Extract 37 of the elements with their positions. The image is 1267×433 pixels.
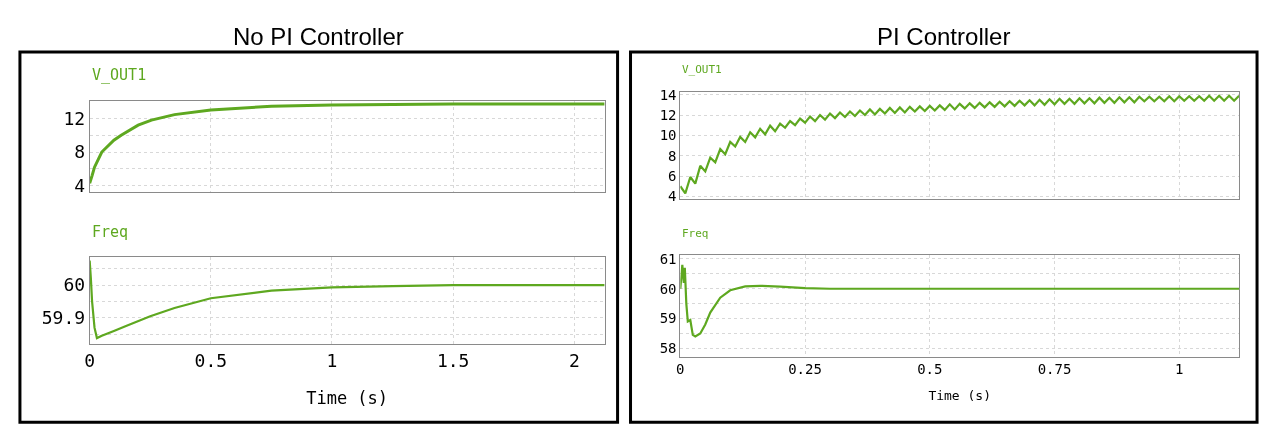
line-series [680, 263, 1240, 338]
y-tick-label: 14 [659, 86, 677, 103]
x-axis-title: Time (s) [928, 388, 992, 404]
x-tick-label: 0 [676, 361, 685, 378]
x-tick-label: 0.25 [788, 361, 822, 378]
y-tick-label: 61 [659, 250, 677, 267]
x-tick-label: 0.5 [194, 349, 228, 371]
text: V_OUT1 [682, 63, 722, 76]
y-tick-label: 4 [74, 175, 86, 196]
series-label: Freq [92, 223, 129, 241]
line-series [680, 94, 1240, 195]
y-tick-label: 8 [668, 147, 677, 164]
text: Freq [682, 227, 709, 240]
chart-title: PI Controller [877, 23, 1011, 50]
y-tick-label: 6 [668, 167, 677, 184]
y-tick-label: 59.9 [41, 307, 86, 329]
y-tick-label: 4 [668, 188, 677, 205]
x-tick-label: 1 [326, 349, 338, 371]
x-tick-label: 0 [84, 349, 96, 371]
x-tick-label: 1.5 [436, 349, 470, 371]
x-tick-label: 0.5 [917, 361, 943, 378]
x-tick-label: 1 [1175, 361, 1184, 378]
y-tick-label: 58 [659, 340, 677, 357]
y-tick-label: 10 [659, 127, 677, 144]
y-tick-label: 8 [74, 141, 86, 163]
y-tick-label: 59 [659, 310, 677, 327]
y-tick-label: 12 [63, 107, 86, 129]
y-tick-label: 12 [659, 106, 677, 123]
text: V_OUT1 [92, 66, 147, 84]
y-tick-label: 60 [63, 274, 86, 296]
line-series [89, 102, 605, 185]
x-tick-label: 0.75 [1037, 361, 1072, 378]
line-series [89, 259, 605, 340]
y-tick-label: 60 [659, 280, 677, 297]
x-tick-label: 2 [568, 349, 580, 371]
chart-title: No PI Controller [233, 23, 404, 50]
x-axis-title: Time (s) [306, 387, 389, 408]
